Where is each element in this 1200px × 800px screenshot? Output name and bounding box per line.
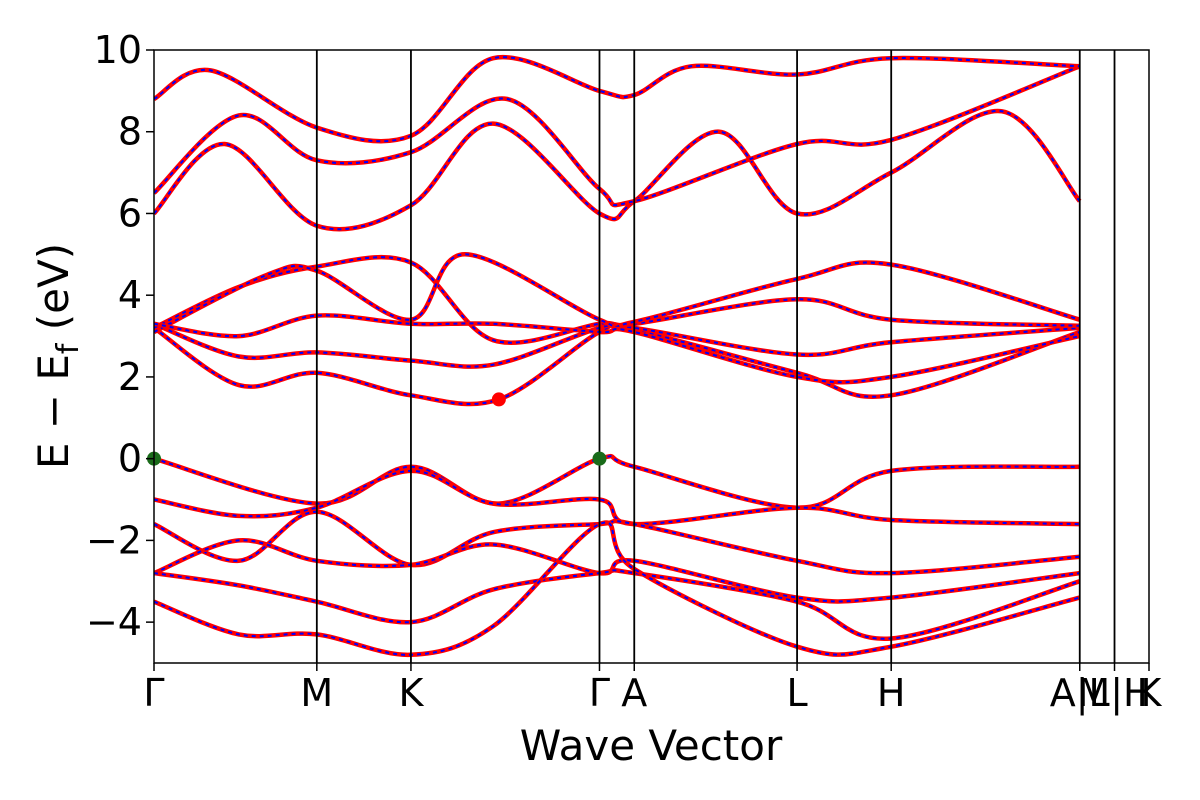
y-axis-label-sub: f — [51, 342, 86, 354]
conduction-band-6 — [154, 108, 1082, 232]
conduction-band-2-overlay — [154, 322, 1080, 368]
x-tick-label: K — [398, 671, 424, 715]
y-tick-label: 10 — [94, 28, 142, 72]
conduction-band-7-overlay — [154, 65, 1081, 207]
valence-band-5-overlay — [154, 569, 1080, 640]
x-tick-label: M — [300, 671, 333, 715]
valence-band-4-overlay — [154, 539, 1080, 603]
y-tick-label: 6 — [118, 191, 142, 235]
y-tick-label: −4 — [86, 600, 142, 644]
x-tick-label: A — [621, 671, 647, 715]
x-tick-label: A|L — [1050, 671, 1110, 716]
y-tick-label: 4 — [118, 273, 142, 317]
conduction-band-1 — [154, 321, 1081, 407]
cbm-marker — [491, 392, 506, 407]
y-axis-label-main: E − E — [29, 354, 78, 469]
vbm-marker — [592, 451, 607, 466]
valence-band-6 — [154, 520, 1081, 658]
x-tick-label: Γ — [143, 671, 164, 715]
valence-band-6-overlay — [154, 521, 1080, 656]
valence-band-2-overlay — [154, 469, 1080, 526]
y-tick-label: 8 — [118, 110, 142, 154]
x-tick-label: Γ — [589, 671, 610, 715]
plot-frame — [153, 49, 1150, 664]
conduction-band-5-overlay — [154, 314, 1080, 384]
y-tick-label: −2 — [86, 518, 142, 562]
y-axis-label: E − Ef (eV) — [29, 243, 86, 469]
kpath-dividers — [315, 50, 1116, 663]
band-lines — [154, 54, 1082, 658]
x-tick-label: M|H — [1077, 671, 1151, 716]
valence-band-2 — [154, 468, 1080, 527]
y-axis-ticks: −4 −2 0 2 4 6 8 10 — [86, 28, 154, 644]
y-tick-label: 0 — [118, 437, 142, 481]
y-tick-label: 2 — [118, 355, 142, 399]
x-tick-label: K — [1137, 671, 1163, 715]
x-tick-label: H — [877, 671, 906, 715]
valence-band-1-overlay — [154, 455, 1080, 509]
conduction-band-8-overlay — [154, 56, 1080, 143]
conduction-band-4-overlay — [154, 253, 1080, 333]
conduction-band-8 — [154, 54, 1080, 144]
x-axis-label: Wave Vector — [520, 721, 783, 770]
valence-band-3-overlay — [154, 510, 1080, 575]
conduction-band-7 — [154, 64, 1081, 208]
conduction-band-6-overlay — [154, 110, 1081, 231]
band-extrema-markers — [147, 392, 607, 466]
x-tick-label: L — [786, 671, 807, 715]
valence-band-5 — [154, 567, 1081, 641]
x-axis-ticks: Γ M K Γ A L H A|LM|HK — [143, 663, 1163, 716]
y-axis-label-unit: (eV) — [29, 243, 78, 344]
